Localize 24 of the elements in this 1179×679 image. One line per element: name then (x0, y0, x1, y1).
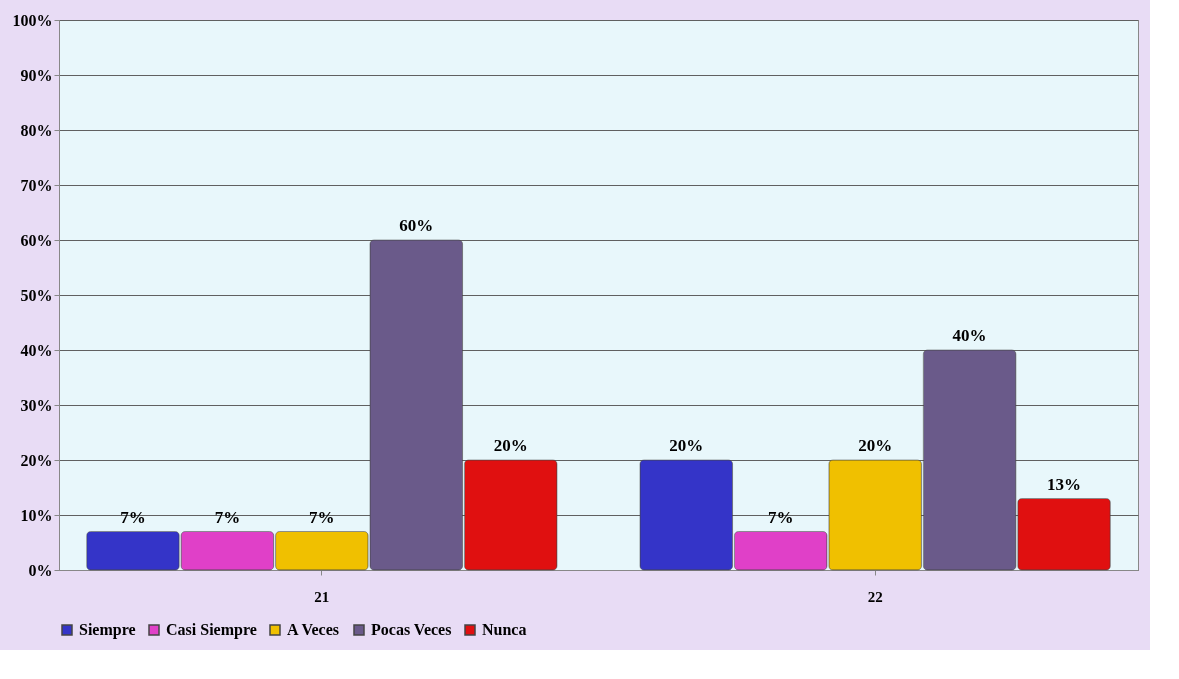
y-tick-label: 0% (28, 561, 53, 579)
y-tick-label: 10% (20, 506, 53, 524)
y-tick-label: 100% (12, 11, 53, 29)
y-tick-label: 70% (20, 176, 53, 194)
legend-label: Casi Siempre (166, 621, 257, 639)
y-tick-label: 30% (20, 396, 53, 414)
legend-label: Nunca (482, 621, 527, 638)
x-tick-label: 21 (314, 588, 330, 605)
x-tick-label: 22 (867, 588, 883, 605)
legend-label: Siempre (79, 621, 136, 639)
legend-label: Pocas Veces (371, 621, 452, 638)
y-tick-label: 50% (20, 286, 53, 304)
y-tick-label: 40% (20, 341, 53, 359)
data-label: 40% (952, 326, 987, 345)
data-label: 13% (1047, 474, 1082, 494)
y-tick-label: 20% (20, 451, 53, 469)
data-label: 20% (858, 436, 893, 455)
data-label: 20% (669, 436, 704, 455)
data-label: 60% (399, 216, 434, 235)
data-label: 20% (493, 436, 528, 455)
y-tick-label: 80% (20, 121, 53, 139)
legend-label: A Veces (287, 621, 339, 638)
y-tick-label: 60% (20, 231, 53, 249)
y-tick-label: 90% (20, 66, 53, 84)
